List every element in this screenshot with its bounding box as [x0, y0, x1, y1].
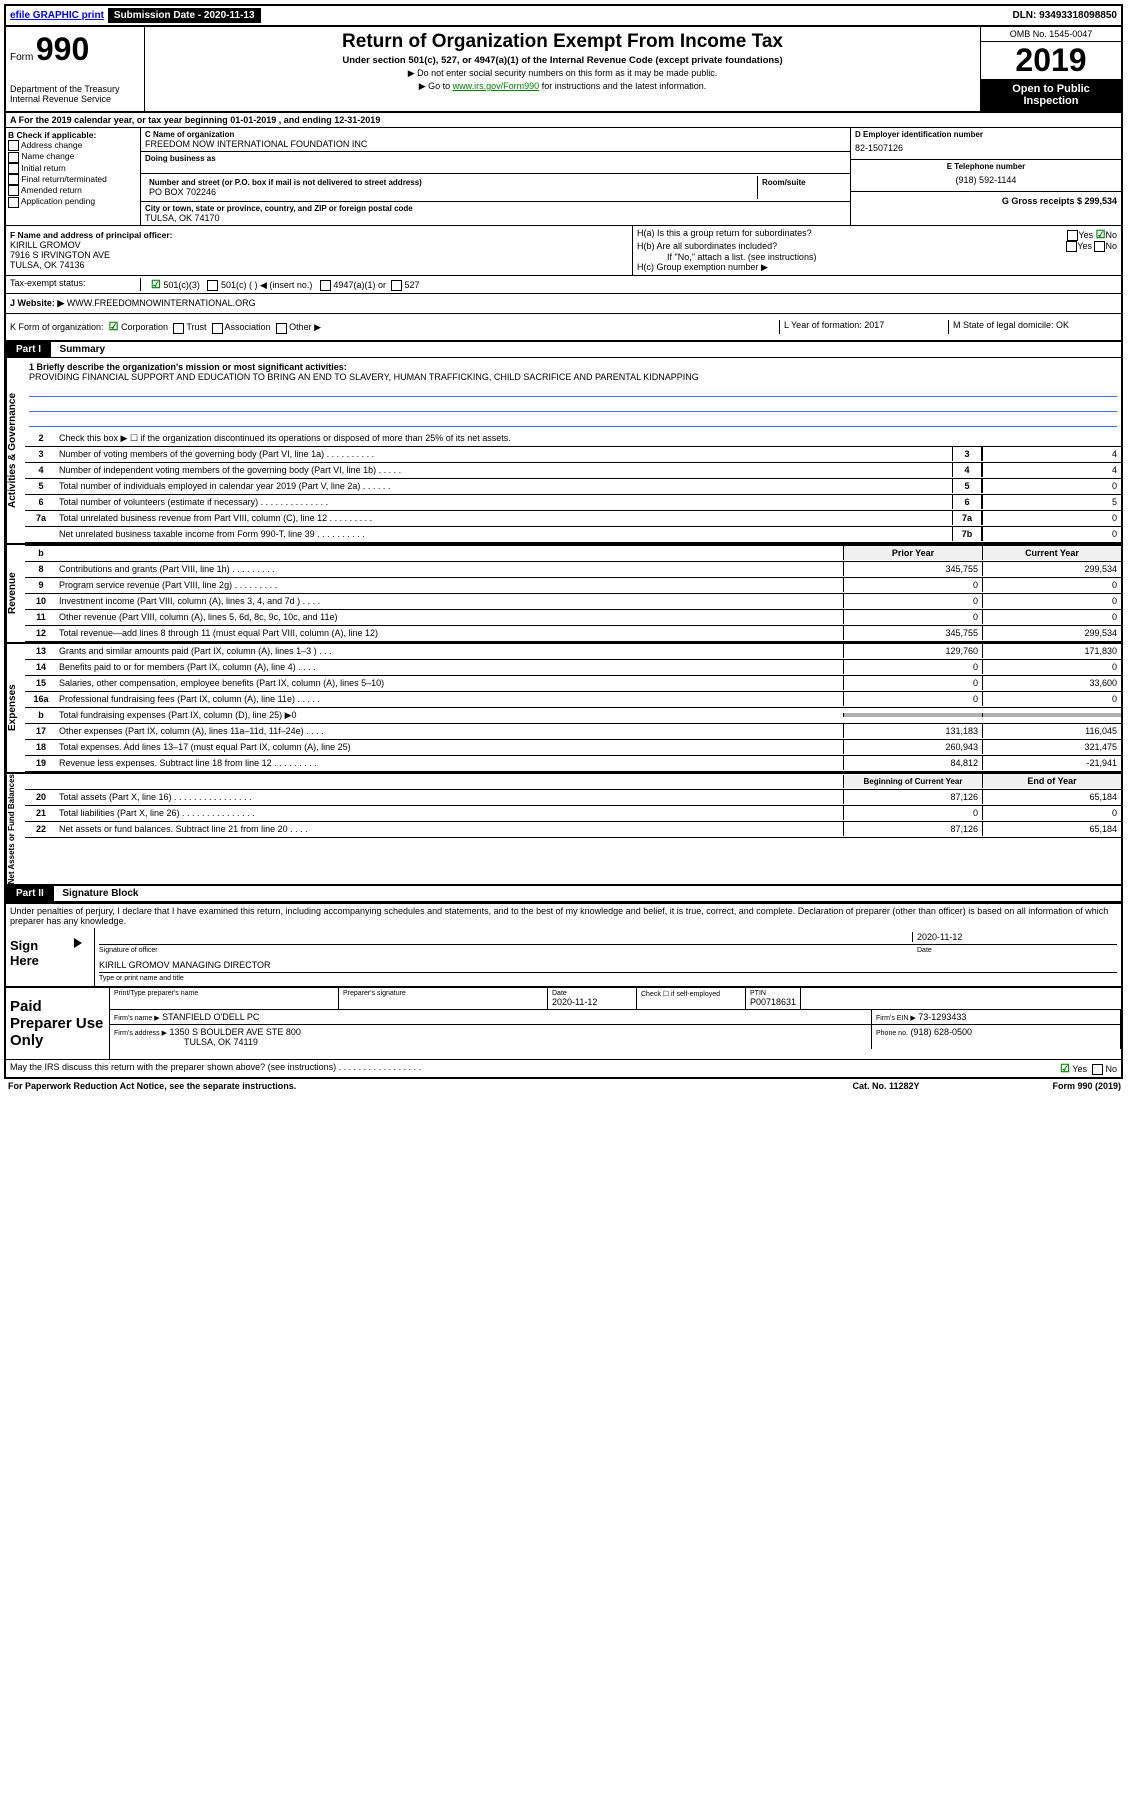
expenses-section: Expenses 13 Grants and similar amounts p… — [6, 644, 1121, 774]
subtitle: Under section 501(c), 527, or 4947(a)(1)… — [149, 55, 976, 66]
part-1-header: Part I — [6, 342, 51, 357]
paid-preparer: Paid Preparer Use Only Print/Type prepar… — [6, 987, 1121, 1059]
officer-name: KIRILL GROMOV — [10, 240, 628, 250]
governance-section: Activities & Governance 1 Briefly descri… — [6, 358, 1121, 545]
public-inspection: Open to Public Inspection — [981, 79, 1121, 111]
org-name: FREEDOM NOW INTERNATIONAL FOUNDATION INC — [145, 139, 846, 149]
dln: DLN: 93493318098850 — [1012, 10, 1117, 21]
tax-year: 2019 — [981, 42, 1121, 79]
top-bar: efile GRAPHIC print Submission Date - 20… — [6, 6, 1121, 27]
ein: 82-1507126 — [855, 139, 1117, 157]
info-grid: B Check if applicable: Address change Na… — [6, 128, 1121, 226]
officer-sig-name: KIRILL GROMOV MANAGING DIRECTOR — [99, 960, 1117, 973]
omb-number: OMB No. 1545-0047 — [981, 27, 1121, 42]
net-assets-section: Net Assets or Fund Balances Beginning of… — [6, 774, 1121, 886]
period: A For the 2019 calendar year, or tax yea… — [6, 113, 1121, 128]
dept-treasury: Department of the Treasury — [10, 84, 140, 94]
revenue-section: Revenue b Prior Year Current Year 8 Cont… — [6, 545, 1121, 644]
mission-text: PROVIDING FINANCIAL SUPPORT AND EDUCATIO… — [29, 372, 1117, 382]
header: Form 990 Department of the Treasury Inte… — [6, 27, 1121, 113]
ptin: P00718631 — [750, 997, 796, 1007]
firm-phone: (918) 628-0500 — [910, 1027, 972, 1037]
part-1-title: Summary — [54, 344, 106, 355]
irs-link[interactable]: www.irs.gov/Form990 — [453, 81, 540, 91]
k-row: K Form of organization: ☑ Corporation Tr… — [6, 314, 1121, 341]
firm-addr: 1350 S BOULDER AVE STE 800 — [170, 1027, 301, 1037]
firm-name: STANFIELD O'DELL PC — [162, 1012, 259, 1022]
officer-city: TULSA, OK 74136 — [10, 260, 628, 270]
declaration: Under penalties of perjury, I declare th… — [6, 902, 1121, 928]
instruction-1: ▶ Do not enter social security numbers o… — [149, 68, 976, 79]
part-2-title: Signature Block — [56, 888, 138, 899]
dept-irs: Internal Revenue Service — [10, 94, 140, 104]
check-applicable: B Check if applicable: Address change Na… — [6, 128, 141, 225]
org-address: PO BOX 702246 — [149, 187, 753, 197]
gross-receipts: G Gross receipts $ 299,534 — [1002, 196, 1117, 206]
tax-status: Tax-exempt status: ☑ 501(c)(3) 501(c) ( … — [6, 276, 1121, 294]
efile-link[interactable]: efile GRAPHIC print — [10, 10, 104, 21]
part-2-header: Part II — [6, 886, 54, 901]
footer: For Paperwork Reduction Act Notice, see … — [4, 1079, 1125, 1093]
section-f: F Name and address of principal officer:… — [6, 226, 1121, 276]
submission-date: Submission Date - 2020-11-13 — [108, 8, 261, 23]
form-990-container: efile GRAPHIC print Submission Date - 20… — [4, 4, 1123, 1079]
phone: (918) 592-1144 — [855, 171, 1117, 189]
sign-here: Sign Here 2020-11-12 Signature of office… — [6, 928, 1121, 987]
form-number: 990 — [36, 31, 89, 67]
instruction-2: ▶ Go to www.irs.gov/Form990 for instruct… — [149, 81, 976, 92]
form-label: Form — [10, 52, 33, 63]
firm-ein: 73-1293433 — [918, 1012, 966, 1022]
officer-addr: 7916 S IRVINGTON AVE — [10, 250, 628, 260]
website-row: J Website: ▶ WWW.FREEDOMNOWINTERNATIONAL… — [6, 294, 1121, 314]
website: WWW.FREEDOMNOWINTERNATIONAL.ORG — [67, 298, 256, 309]
main-title: Return of Organization Exempt From Incom… — [149, 31, 976, 53]
discuss-row: May the IRS discuss this return with the… — [6, 1059, 1121, 1077]
org-city: TULSA, OK 74170 — [145, 213, 846, 223]
